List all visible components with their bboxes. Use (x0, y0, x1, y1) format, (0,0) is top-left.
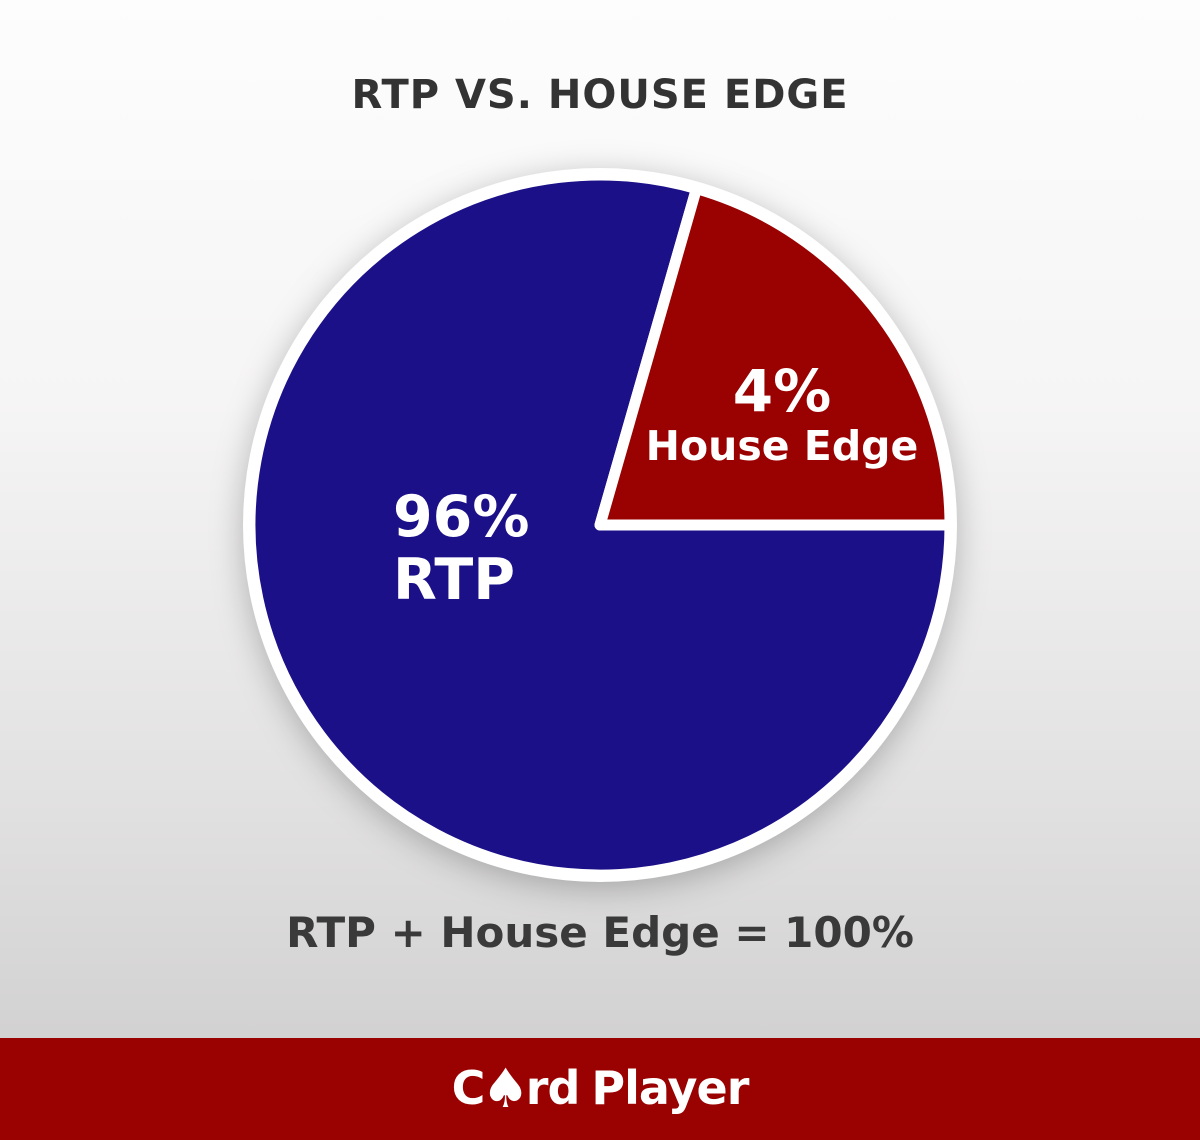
footer-bar: C♠rd Player (0, 1038, 1200, 1140)
rtp-name-text: RTP (393, 547, 515, 613)
pie-slice-house-edge (594, 183, 956, 531)
spade-icon: ♠ (481, 1057, 529, 1120)
logo-text-c: C (451, 1061, 486, 1115)
house-edge-name-text: House Edge (645, 422, 919, 470)
chart-title: RTP VS. HOUSE EDGE (351, 72, 849, 118)
cardplayer-logo: C♠rd Player (451, 1061, 750, 1116)
logo-text-player: Player (591, 1061, 749, 1115)
house-edge-slice-label: 4% House Edge (632, 360, 932, 469)
rtp-slice-label: 96% RTP (393, 486, 529, 612)
house-edge-percent-text: 4% (732, 357, 832, 425)
logo-text-rd: rd (525, 1061, 581, 1115)
rtp-percent-text: 96% (393, 484, 530, 550)
equation-caption: RTP + House Edge = 100% (286, 908, 914, 957)
